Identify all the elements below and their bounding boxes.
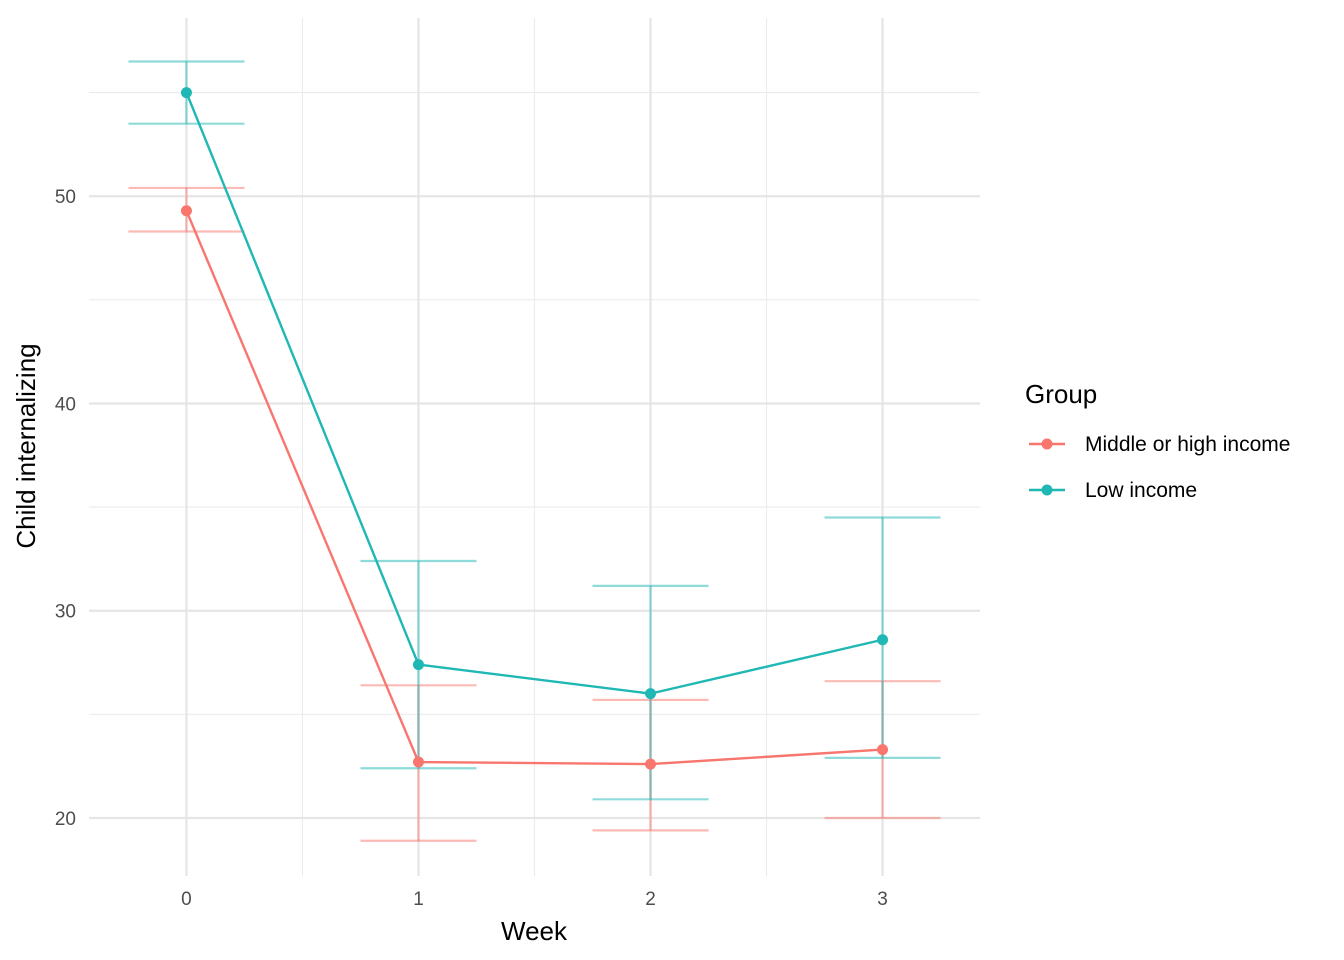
data-point — [877, 634, 889, 646]
legend-key-point — [1041, 484, 1053, 496]
series-lines — [185, 92, 883, 766]
x-tick-label: 3 — [877, 889, 888, 910]
y-tick-label: 50 — [55, 187, 76, 208]
data-point — [180, 205, 192, 217]
legend-entry: Middle or high income — [1029, 433, 1290, 456]
legend-entry: Low income — [1029, 479, 1197, 502]
y-tick-labels: 20 30 40 50 — [55, 187, 76, 830]
x-tick-labels: 0 1 2 3 — [181, 889, 888, 910]
y-axis-title: Child internalizing — [11, 343, 41, 548]
x-tick-label: 2 — [645, 889, 656, 910]
series-points — [180, 87, 889, 770]
y-tick-label: 30 — [55, 602, 76, 623]
legend-title: Group — [1025, 379, 1097, 409]
data-point — [645, 688, 657, 700]
x-tick-label: 0 — [181, 889, 192, 910]
legend-key-point — [1041, 438, 1053, 450]
data-point — [877, 744, 889, 756]
y-tick-label: 40 — [55, 394, 76, 415]
data-point — [412, 756, 424, 768]
data-point — [645, 758, 657, 770]
legend: Group Middle or high income Low income — [1025, 379, 1290, 502]
x-axis-title: Week — [501, 916, 568, 946]
legend-label: Low income — [1085, 479, 1197, 502]
legend-label: Middle or high income — [1085, 433, 1290, 456]
series-line — [185, 210, 883, 766]
data-point — [412, 659, 424, 671]
y-tick-label: 20 — [55, 809, 76, 830]
data-point — [180, 87, 192, 99]
series-line — [185, 92, 883, 695]
x-tick-label: 1 — [413, 889, 424, 910]
minor-gridlines — [89, 18, 980, 876]
